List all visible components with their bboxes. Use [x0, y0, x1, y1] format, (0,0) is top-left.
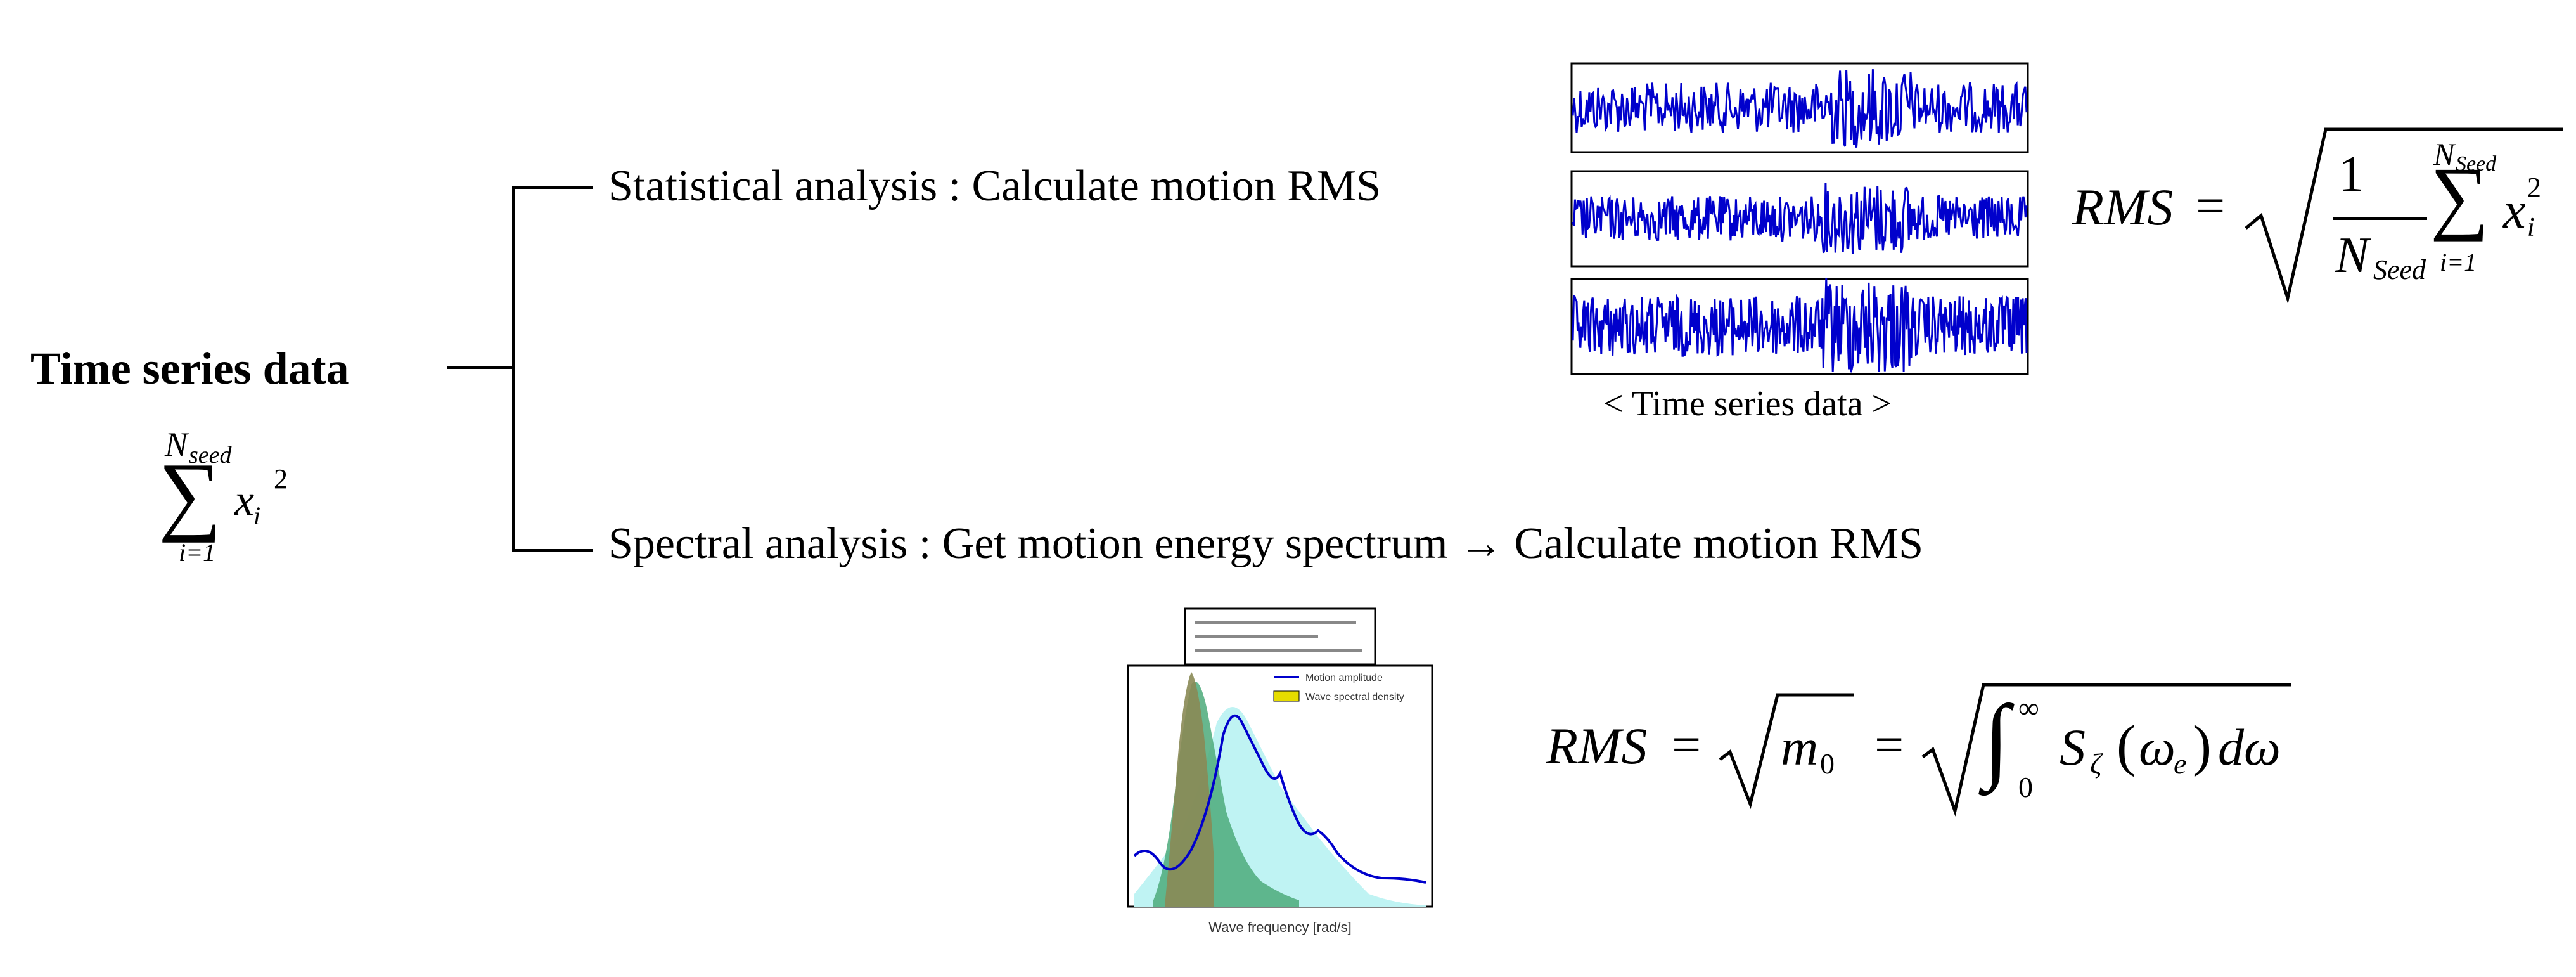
- formula2-m0: m: [1781, 718, 1819, 776]
- sqrt-radical: [2245, 127, 2563, 304]
- root-sum-lower: i=1: [179, 538, 216, 567]
- formula-sum-upper: N: [2433, 136, 2455, 172]
- formula2-close-paren: ): [2193, 715, 2212, 777]
- integral-symbol: ∫: [1983, 686, 2010, 791]
- root-sum-upper-sub: seed: [189, 442, 232, 469]
- root-sum-upper: N: [165, 425, 188, 463]
- time-series-panel-1: [1570, 62, 2029, 153]
- time-series-caption: < Time series data >: [1603, 384, 1892, 424]
- time-series-figure: [1570, 62, 2029, 375]
- legend-motion-label: Motion amplitude: [1305, 673, 1383, 683]
- legend-wave-label: Wave spectral density: [1305, 692, 1404, 702]
- formula2-int-lower: 0: [2018, 771, 2033, 803]
- formula-term-sup: 2: [2527, 172, 2541, 203]
- formula-denominator: N: [2335, 228, 2369, 283]
- spectrum-xlabel: Wave frequency [rad/s]: [1208, 919, 1351, 935]
- formula2-int-upper: ∞: [2018, 692, 2039, 724]
- root-sum-term-sub: i: [253, 501, 261, 530]
- formula2-m0-sub: 0: [1820, 747, 1835, 780]
- formula-sigma-symbol: ∑: [2430, 151, 2489, 242]
- time-series-panel-2: [1570, 170, 2029, 268]
- formula-spectral: RMS = m 0 = ∫ ∞ 0 S ζ ( ω e ) dω: [1546, 678, 2294, 824]
- formula-rms-lhs: RMS: [2072, 178, 2174, 236]
- formula2-differential: dω: [2218, 718, 2281, 776]
- formula2-omega: ω: [2139, 718, 2176, 776]
- root-sum-term-sup: 2: [274, 463, 288, 495]
- formula2-open-paren: (: [2117, 715, 2136, 777]
- legend-wave-swatch: [1273, 690, 1300, 702]
- root-sum-formula: N seed ∑ x i 2 i=1: [158, 425, 323, 571]
- formula-statistical: RMS = 1 N Seed N Seed ∑ i=1 x i 2: [2072, 120, 2566, 304]
- spectrum-legend: Motion amplitude Wave spectral density: [1273, 673, 1404, 702]
- spectrum-title-box: [1184, 607, 1376, 666]
- root-title: Time series data: [30, 343, 349, 394]
- formula-numerator: 1: [2338, 146, 2364, 202]
- formula2-integrand: S: [2060, 718, 2086, 776]
- sqrt-radical-m0: [1719, 693, 1854, 810]
- formula-equals: =: [2196, 177, 2226, 235]
- formula-term-sub: i: [2527, 213, 2535, 242]
- root-sum-term: x: [234, 476, 255, 525]
- formula-term: x: [2503, 183, 2526, 239]
- formula-sum-lower: i=1: [2440, 248, 2477, 276]
- statistical-analysis-label: Statistical analysis : Calculate motion …: [608, 162, 1381, 210]
- formula-sum-upper-sub: Seed: [2456, 152, 2497, 176]
- formula2-omega-sub: e: [2174, 747, 2187, 780]
- formula2-rms-lhs: RMS: [1546, 717, 1648, 775]
- formula-denominator-sub: Seed: [2373, 254, 2426, 285]
- formula2-integrand-sub: ζ: [2090, 747, 2102, 780]
- spectral-analysis-label: Spectral analysis : Get motion energy sp…: [608, 519, 1924, 568]
- time-series-panel-3: [1570, 278, 2029, 375]
- formula2-equals-1: =: [1672, 716, 1701, 773]
- sigma-symbol: ∑: [158, 445, 222, 543]
- spectrum-olive-area: [1165, 672, 1214, 907]
- sqrt-radical-integral: [1921, 683, 2291, 817]
- formula2-equals-2: =: [1874, 716, 1904, 773]
- spectrum-figure: Motion amplitude Wave spectral density W…: [1127, 607, 1433, 935]
- motion-amplitude-line: [1133, 714, 1426, 884]
